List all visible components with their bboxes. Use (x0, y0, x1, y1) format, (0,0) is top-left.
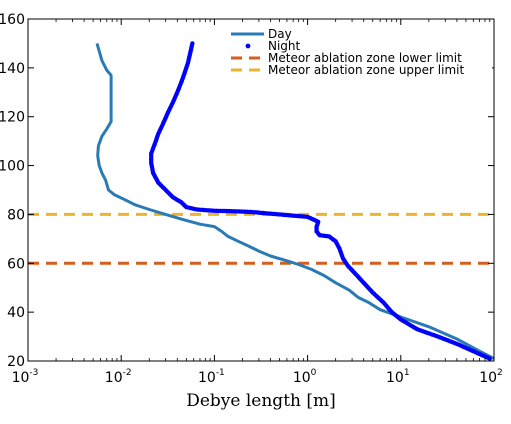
legend-item-day: Day (268, 27, 292, 41)
x-tick-label: 10-1 (198, 368, 225, 386)
y-tick-label: 40 (7, 305, 25, 321)
y-tick-label: 80 (7, 207, 25, 223)
y-tick-label: 120 (0, 110, 25, 126)
x-tick-label: 10-3 (12, 368, 39, 386)
series-night-markers (149, 41, 492, 361)
y-tick-label: 140 (0, 61, 25, 77)
legend-box (227, 26, 492, 82)
series-day-line (95, 42, 495, 360)
x-axis-label: Debye length [m] (186, 391, 336, 411)
legend-swatch-night (245, 43, 251, 49)
legend-item-night: Night (268, 39, 301, 53)
y-tick-label: 160 (0, 12, 25, 28)
x-tick-label: 100 (293, 368, 317, 386)
plot-area (28, 41, 495, 361)
x-tick-label: 10-2 (105, 368, 132, 386)
y-tick-label: 100 (0, 159, 25, 175)
legend-item-upper-limit: Meteor ablation zone upper limit (268, 63, 464, 77)
legend-item-lower-limit: Meteor ablation zone lower limit (268, 51, 462, 65)
axes-box (27, 18, 495, 362)
y-tick-label: 60 (7, 256, 25, 272)
axes: 20 40 60 80 100 120 140 160 10-3 10-2 10-1 100 101 10… (0, 12, 503, 386)
x-tick-label: 102 (479, 368, 503, 386)
x-tick-label: 101 (386, 368, 410, 386)
y-tick-label: 20 (7, 354, 25, 370)
